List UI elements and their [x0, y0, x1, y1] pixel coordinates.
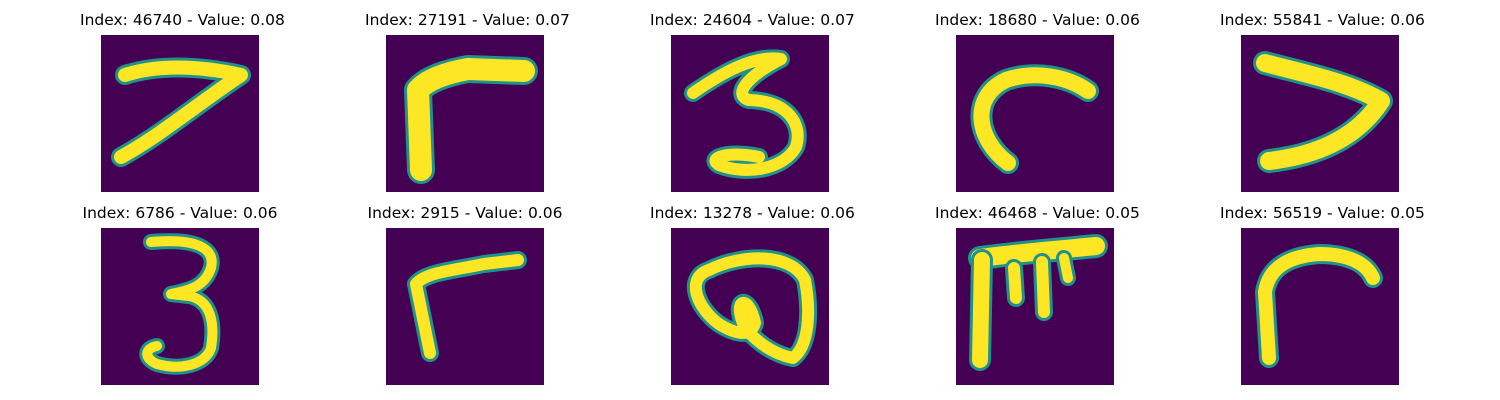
- digit-image: [101, 35, 259, 192]
- panel-title: Index: 18680 - Value: 0.06: [935, 11, 1140, 29]
- digit-image: [101, 228, 259, 385]
- panel-title: Index: 13278 - Value: 0.06: [650, 204, 855, 222]
- panel-title: Index: 27191 - Value: 0.07: [365, 11, 570, 29]
- panel-title: Index: 2915 - Value: 0.06: [367, 204, 563, 222]
- digit-panel-3: Index: 24604 - Value: 0.07: [650, 10, 855, 200]
- panel-title: Index: 56519 - Value: 0.05: [1220, 204, 1425, 222]
- digit-image: [386, 35, 544, 192]
- panel-title: Index: 46740 - Value: 0.08: [80, 11, 285, 29]
- digit-image: [956, 228, 1114, 385]
- digit-panel-1: Index: 46740 - Value: 0.08: [80, 10, 285, 200]
- digit-image: [386, 228, 544, 385]
- digit-image: [671, 35, 829, 192]
- panel-title: Index: 55841 - Value: 0.06: [1220, 11, 1425, 29]
- digit-image: [956, 35, 1114, 192]
- digit-image: [1241, 35, 1399, 192]
- panel-title: Index: 24604 - Value: 0.07: [650, 11, 855, 29]
- digit-panel-2: Index: 27191 - Value: 0.07: [365, 10, 570, 200]
- digit-panel-7: Index: 2915 - Value: 0.06: [365, 203, 565, 393]
- digit-image: [671, 228, 829, 385]
- digit-panel-4: Index: 18680 - Value: 0.06: [935, 10, 1140, 200]
- digit-panel-9: Index: 46468 - Value: 0.05: [935, 203, 1140, 393]
- panel-title: Index: 6786 - Value: 0.06: [82, 204, 278, 222]
- digit-panel-8: Index: 13278 - Value: 0.06: [650, 203, 855, 393]
- digit-panel-10: Index: 56519 - Value: 0.05: [1220, 203, 1425, 393]
- panel-title: Index: 46468 - Value: 0.05: [935, 204, 1140, 222]
- digit-image: [1241, 228, 1399, 385]
- digit-panel-5: Index: 55841 - Value: 0.06: [1220, 10, 1425, 200]
- digit-panel-6: Index: 6786 - Value: 0.06: [80, 203, 280, 393]
